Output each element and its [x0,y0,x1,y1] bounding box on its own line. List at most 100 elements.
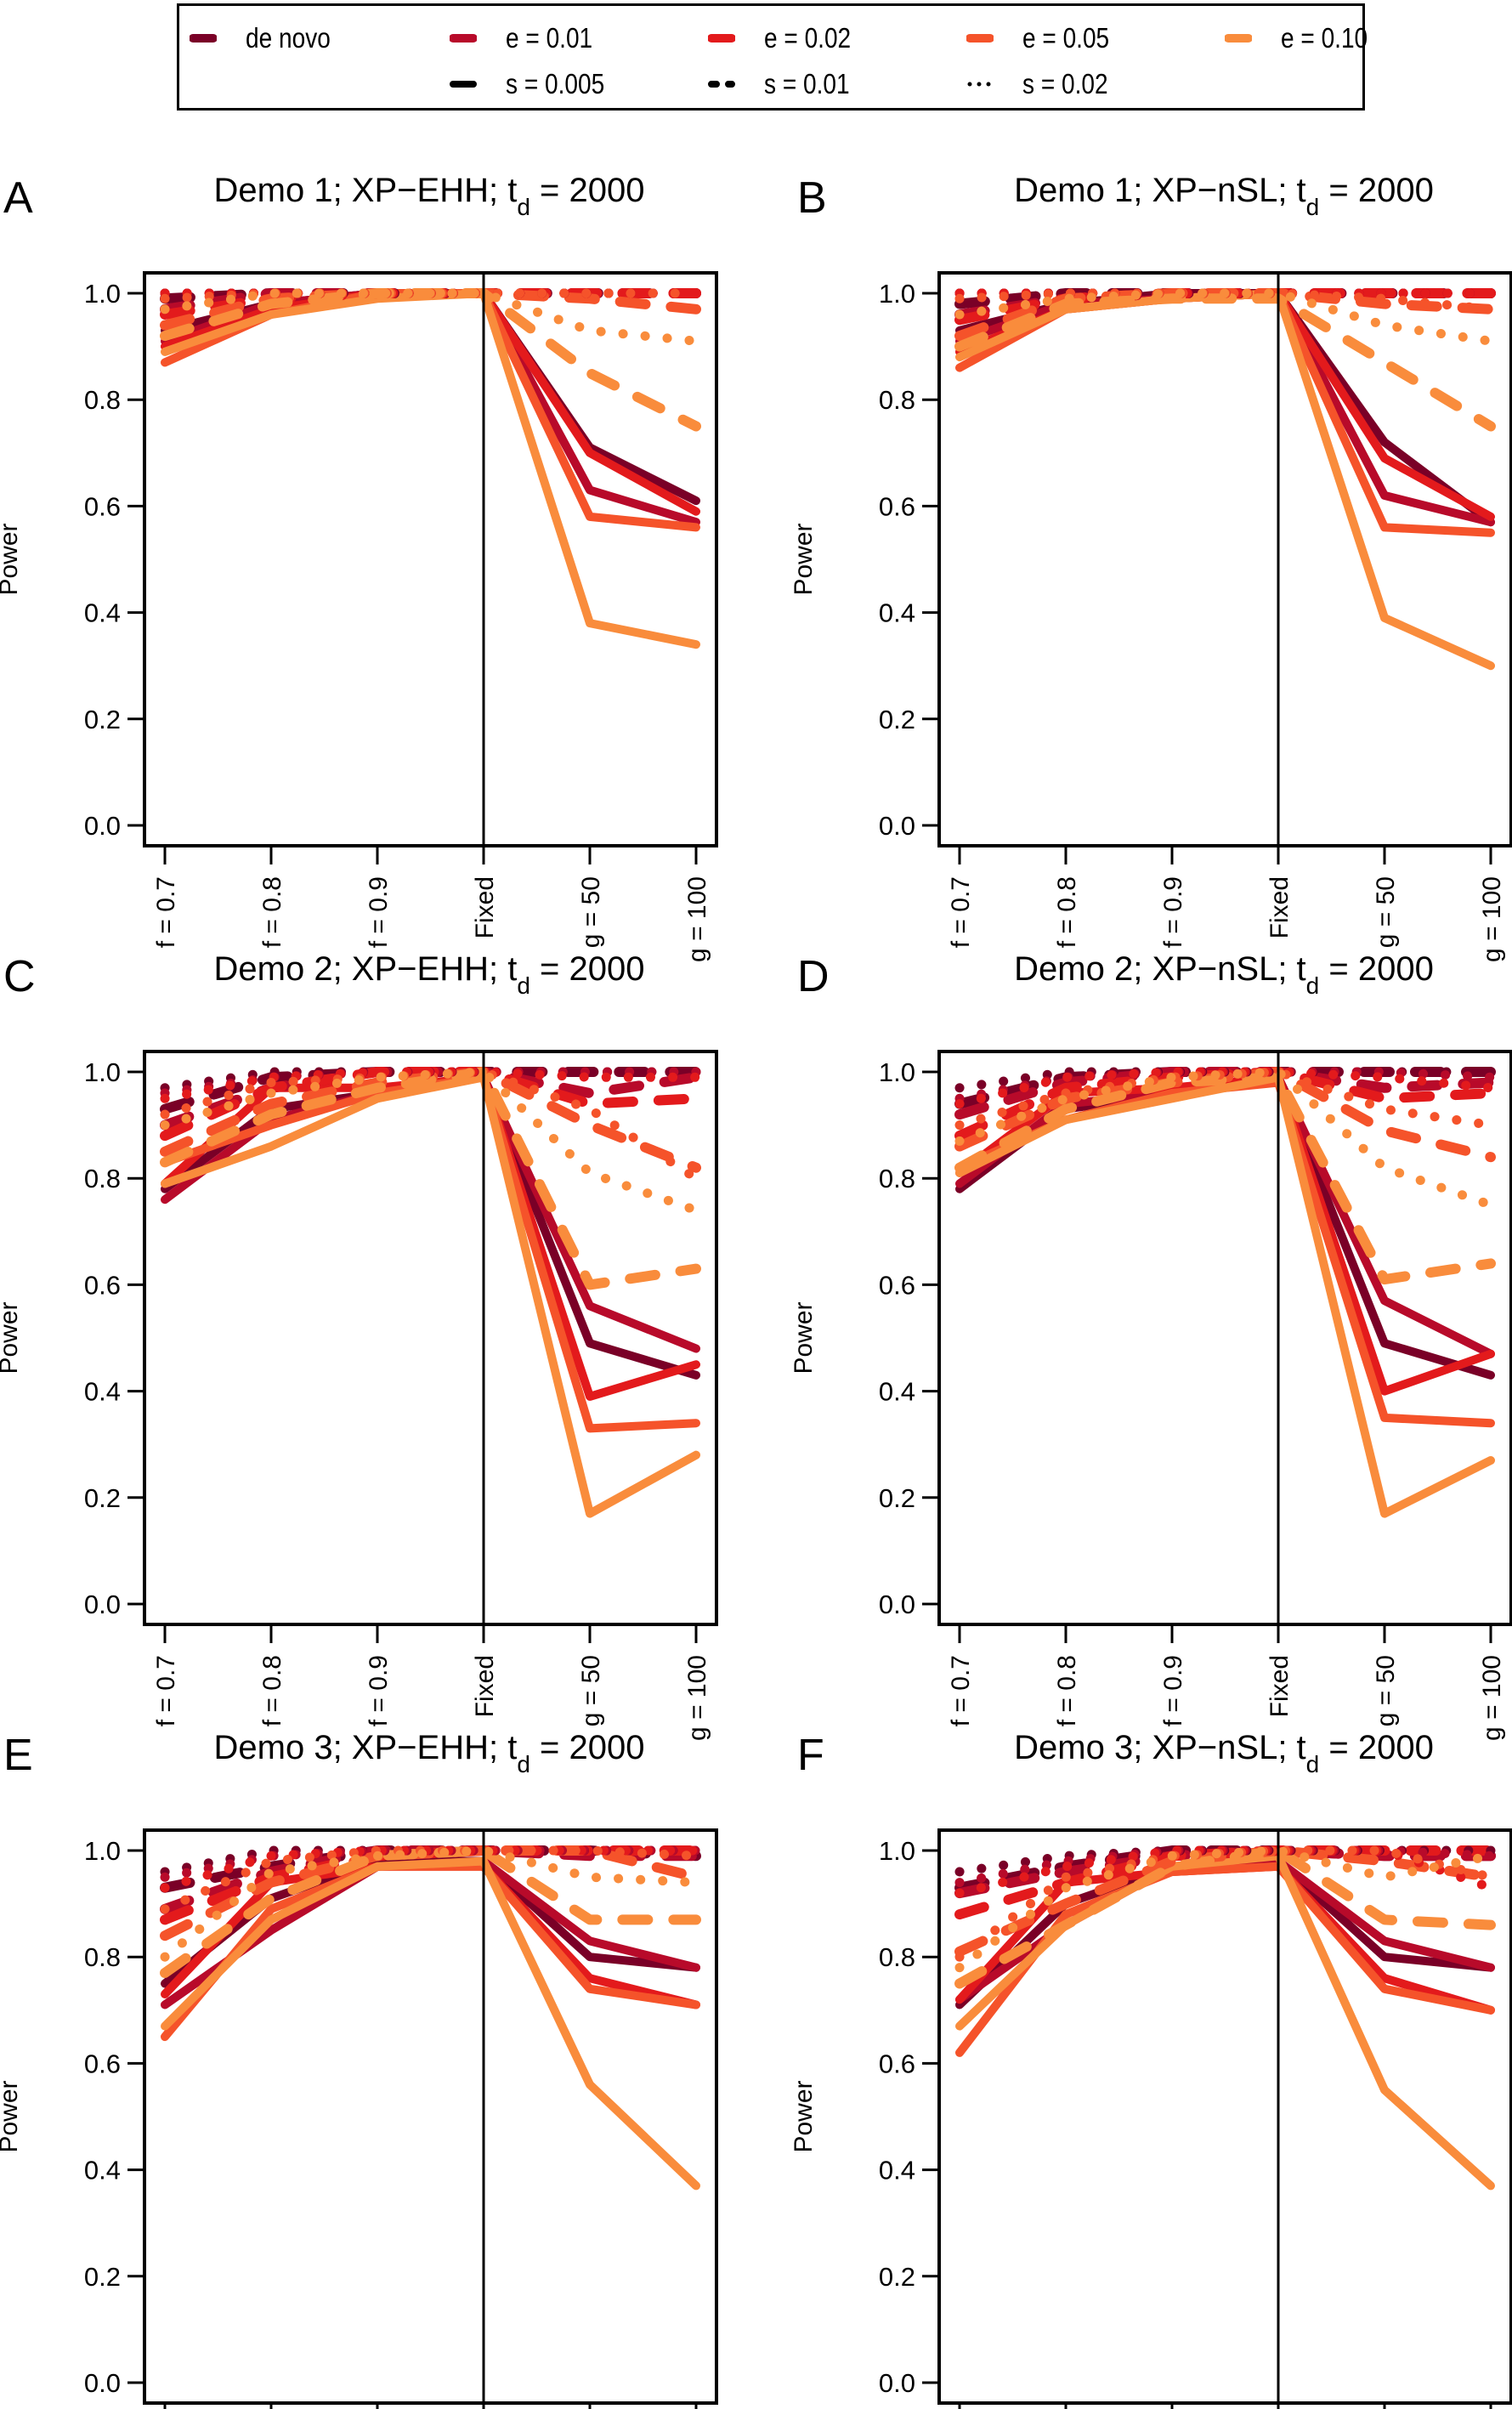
x-tick-label: f = 0.8 [258,876,286,948]
legend-swatch [190,34,217,43]
plot-frame [937,271,1512,847]
series-line [954,1845,1496,1962]
panel-letter: A [3,173,33,223]
y-tick-label: 0.4 [879,2156,915,2185]
panel-A: A Demo 1; XP−EHH; td = 2000 0.0 0.2 0.4 0.6 0.… [0,172,718,962]
y-tick-label: 0.0 [84,2368,121,2398]
y-tick-label: 0.6 [879,491,915,521]
y-axis-label: Power [790,523,818,595]
series-line [955,1862,1495,2015]
series-group [954,1845,1496,2191]
y-tick-label: 1.0 [879,279,915,309]
series-line [954,1067,1496,1109]
legend-item-e-0.01: e = 0.01 [450,21,608,55]
panel-letter: E [3,1731,33,1780]
x-tick-label: f = 0.9 [365,876,393,948]
y-tick-label: 0.8 [879,1164,915,1193]
y-tick-label: 0.2 [879,2262,915,2292]
y-tick-label: 0.2 [879,1483,915,1513]
legend-label: s = 0.02 [1022,68,1108,99]
panel-C: C Demo 2; XP−EHH; td = 2000 0.0 0.2 0.4 0.6 0.… [0,950,718,1741]
y-tick-label: 0.2 [84,1483,121,1513]
series-line [954,1845,1496,1898]
panel-F: F Demo 3; XP−nSL; td = 2000 0.0 0.2 0.4 0.6 0.… [790,1729,1512,2409]
series-line [160,1067,701,1290]
legend-item-e-0.10: e = 0.10 [1225,21,1383,55]
x-tick-label: g = 50 [1372,876,1400,948]
series-line [955,1073,1495,1518]
series-line [160,1067,701,1183]
panel-letter: D [797,952,830,1001]
panel-B: B Demo 1; XP−nSL; td = 2000 0.0 0.2 0.4 0.6 0.… [790,172,1512,962]
y-tick-label: 0.0 [879,1590,915,1619]
series-line [160,1845,701,1978]
x-tick-label: f = 0.9 [1159,1655,1187,1726]
x-tick-label: f = 0.9 [1159,876,1187,948]
y-tick-label: 1.0 [84,279,121,309]
x-tick-label: f = 0.7 [152,1655,180,1726]
panel-letter: F [797,1731,824,1780]
y-axis-label: Power [0,1301,23,1374]
legend-label: s = 0.01 [764,68,850,99]
x-tick-label: g = 100 [1478,1655,1506,1741]
x-tick-label: Fixed [471,1655,499,1717]
legend-swatch [450,81,477,88]
series-line [161,289,700,532]
series-line [955,289,1495,537]
legend-item-e-0.05: e = 0.05 [966,21,1124,55]
panel-title: Demo 1; XP−EHH; td = 2000 [214,172,645,220]
y-tick-label: 0.2 [879,705,915,734]
legend-item-s-0.02: s = 0.02 [966,67,1123,101]
series-line [160,1067,701,1103]
y-tick-label: 0.8 [84,385,121,415]
panel-title: Demo 3; XP−EHH; td = 2000 [214,1729,645,1777]
x-tick-label: f = 0.8 [1053,1655,1081,1726]
legend-label: de novo [246,22,331,54]
panel-D: D Demo 2; XP−nSL; td = 2000 0.0 0.2 0.4 0.6 0.… [790,950,1512,1741]
x-tick-label: f = 0.8 [258,1655,286,1726]
legend-item-de-novo: de novo [190,21,345,55]
series-group [954,288,1496,671]
series-line [954,293,1496,432]
legend-label: e = 0.10 [1281,22,1368,54]
panel-title: Demo 3; XP−nSL; td = 2000 [1014,1729,1434,1777]
y-tick-label: 0.6 [84,1270,121,1300]
y-tick-label: 0.8 [879,385,915,415]
series-group [160,1845,701,2191]
y-tick-label: 0.2 [84,2262,121,2292]
y-tick-label: 1.0 [84,1836,121,1866]
x-tick-label: g = 50 [577,876,605,948]
x-tick-label: f = 0.8 [1053,876,1081,948]
x-tick-label: Fixed [1266,876,1294,938]
y-tick-label: 0.4 [84,598,121,628]
y-axis-label: Power [790,1301,818,1374]
y-tick-label: 0.4 [84,2156,121,2185]
y-tick-label: 0.0 [84,1590,121,1619]
legend-swatch [967,82,993,87]
x-tick-label: g = 100 [1478,876,1506,962]
series-group [160,288,701,649]
legend-item-s-0.01: s = 0.01 [708,67,864,101]
series-line [160,1845,701,1893]
plot-frame [937,1828,1512,2405]
y-tick-label: 0.0 [879,811,915,841]
panel-title: Demo 2; XP−nSL; td = 2000 [1014,950,1434,999]
series-line [161,1073,700,1518]
y-tick-label: 0.0 [879,2368,915,2398]
y-tick-label: 0.8 [879,1942,915,1972]
plot-frame [143,271,718,847]
legend-swatch [966,34,994,43]
legend-label: s = 0.005 [506,68,605,99]
legend-item-s-0.005: s = 0.005 [450,67,622,101]
series-line [160,1067,701,1216]
x-tick-label: g = 50 [1372,1655,1400,1726]
x-tick-label: g = 50 [577,1655,605,1726]
y-tick-label: 1.0 [879,1836,915,1866]
series-line [955,289,1495,671]
y-tick-label: 0.8 [84,1164,121,1193]
legend-swatch [450,34,477,43]
y-tick-label: 0.0 [84,811,121,841]
series-line [955,1073,1495,1358]
legend-label: e = 0.02 [764,22,852,54]
